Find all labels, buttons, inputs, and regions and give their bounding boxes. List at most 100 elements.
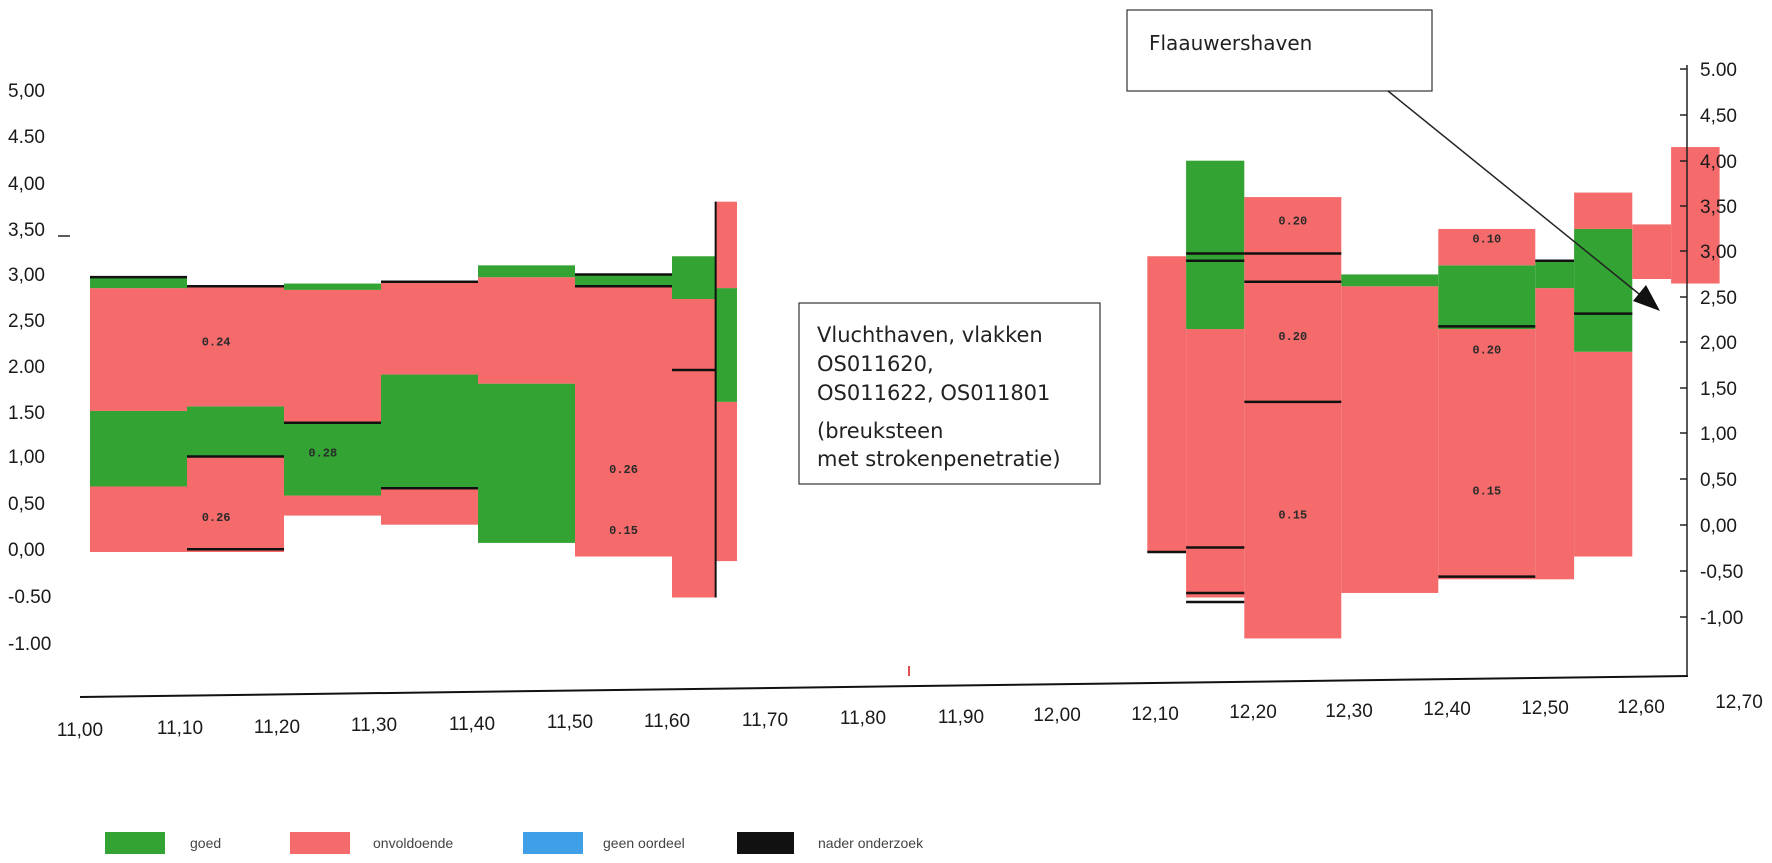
- bar-segment-onvoldoende: [1147, 256, 1187, 552]
- bar-segment-onvoldoende: [1671, 147, 1720, 284]
- y-tick-label-left: 2,50: [8, 311, 45, 332]
- bar-segment-goed: [381, 374, 478, 489]
- y-tick-label-right: 4,50: [1700, 106, 1737, 127]
- y-tick-label-right: 1,00: [1700, 424, 1737, 445]
- bar-segment-onvoldoende: [90, 486, 187, 552]
- bar-segment-onvoldoende: [1438, 329, 1536, 580]
- value-label: 0.20: [1278, 214, 1307, 228]
- x-tick-label: 11,30: [351, 715, 397, 736]
- y-tick-label-left: 0,00: [8, 540, 45, 561]
- bar-segment-onvoldoende: [1186, 329, 1245, 598]
- value-label: 0.26: [609, 463, 638, 477]
- y-tick-label-left: 1,00: [8, 447, 45, 468]
- x-axis-line: [79, 675, 1689, 698]
- bar-segment-goed: [1574, 228, 1633, 352]
- right-axis-ticks: [1680, 68, 1687, 618]
- x-tick-label: 12,60: [1617, 697, 1665, 718]
- flaauwershaven-arrow-line: [1387, 90, 1645, 299]
- vluchthaven-line-1: Vluchthaven, vlakken: [817, 323, 1043, 347]
- legend-swatch-nader-onderzoek: [737, 832, 794, 854]
- x-tick-label: 11,00: [57, 720, 103, 741]
- right-y-tick-labels: 5.00 4,50 4,00 3,50 3,00 2,50 2,00 1,50 1,00 0,50…: [1700, 60, 1743, 629]
- x-tick-label: 11,50: [547, 712, 593, 733]
- y-tick-label-right: 3,50: [1700, 197, 1737, 218]
- bar-segment-onvoldoende: [1574, 351, 1633, 557]
- legend-label: geen oordeel: [603, 835, 685, 851]
- bar-segment-onvoldoende: [1341, 286, 1439, 593]
- bar-segment-onvoldoende: [478, 277, 575, 384]
- bar-segment-goed: [715, 288, 737, 402]
- legend-label: goed: [190, 835, 221, 851]
- legend-swatch-onvoldoende: [290, 832, 350, 854]
- y-tick-label-right: 2,50: [1700, 288, 1737, 309]
- x-tick-label: 12,30: [1325, 701, 1373, 722]
- x-tick-label: 12,70: [1715, 692, 1763, 713]
- vluchthaven-line-3: OS011622, OS011801: [817, 381, 1050, 405]
- x-tick-label: 11,80: [840, 708, 886, 729]
- bar-segment-goed: [284, 422, 381, 496]
- bar-segment-goed: [478, 383, 575, 543]
- bar-segment-onvoldoende: [1244, 197, 1342, 639]
- x-tick-label: 12,00: [1033, 705, 1081, 726]
- flaauwershaven-box: [1126, 9, 1433, 92]
- bar-segment-onvoldoende: [1632, 224, 1672, 279]
- vluchthaven-line-5: met strokenpenetratie): [817, 447, 1061, 471]
- legend-swatch-geen-oordeel: [523, 832, 583, 854]
- x-tick-label: 11,40: [449, 714, 495, 735]
- vluchthaven-annotation: Vluchthaven, vlakken OS011620, OS011622,…: [798, 302, 1101, 485]
- y-tick-label-right: -1,00: [1700, 608, 1743, 629]
- y-tick-label-left: 1.50: [8, 403, 45, 424]
- x-tick-label: 11,20: [254, 717, 300, 738]
- bar-segment-goed: [1535, 260, 1575, 289]
- bar-segment-goed: [478, 265, 575, 278]
- flaauwershaven-label: Flaauwershaven: [1149, 31, 1312, 55]
- y-tick-label-right: -0,50: [1700, 562, 1743, 583]
- y-tick-label-left: 5,00: [8, 81, 45, 102]
- x-tick-label: 12,10: [1131, 704, 1179, 725]
- bar-segment-onvoldoende: [381, 281, 478, 375]
- y-tick-label-left: 0,50: [8, 494, 45, 515]
- vluchthaven-line-2: OS011620,: [817, 352, 934, 376]
- x-tick-label: 12,40: [1423, 699, 1471, 720]
- value-label: 0.15: [609, 524, 638, 538]
- y-tick-label-right: 0,50: [1700, 470, 1737, 491]
- y-tick-label-left: -1.00: [8, 634, 51, 655]
- x-tick-label: 11,10: [157, 718, 203, 739]
- bar-segment-onvoldoende: [90, 288, 187, 411]
- bar-segment-onvoldoende: [1535, 288, 1575, 580]
- y-tick-label-right: 4,00: [1700, 152, 1737, 173]
- flaauwershaven-annotation: Flaauwershaven: [1126, 9, 1660, 311]
- y-tick-label-left: 2.00: [8, 357, 45, 378]
- bar-segment-goed: [1438, 265, 1536, 330]
- bar-segment-goed: [575, 274, 672, 287]
- bar-segment-goed: [1186, 160, 1245, 330]
- left-y-tick-labels: 5,00 4.50 4,00 3,50 3,00 2,50 2.00 1.50 1,00 0,50…: [8, 81, 51, 655]
- x-tick-label: 12,20: [1229, 702, 1277, 723]
- flaauwershaven-arrow-head: [1633, 285, 1660, 311]
- bar-segment-onvoldoende: [187, 456, 284, 552]
- y-tick-label-left: 3,50: [8, 220, 45, 241]
- bar-segment-onvoldoende: [1438, 228, 1536, 266]
- y-tick-label-left: 3,00: [8, 265, 45, 286]
- bar-segment-goed: [1341, 274, 1439, 287]
- bar-segment-onvoldoende: [672, 299, 716, 598]
- bar-segment-onvoldoende: [575, 286, 672, 557]
- bar-segment-goed: [284, 283, 381, 290]
- y-tick-label-right: 1,50: [1700, 379, 1737, 400]
- x-tick-labels: 11,00 11,10 11,20 11,30 11,40 11,50 11,60 11,70…: [57, 692, 1763, 741]
- y-tick-label-right: 2,00: [1700, 333, 1737, 354]
- legend-swatch-goed: [105, 832, 165, 854]
- vluchthaven-box: [798, 302, 1101, 485]
- bar-segment-goed: [672, 256, 716, 300]
- value-label: 0.20: [1278, 330, 1307, 344]
- x-tick-label: 11,60: [644, 711, 690, 732]
- bar-segment-goed: [187, 406, 284, 457]
- legend: goed onvoldoende geen oordeel nader onderzo…: [105, 832, 924, 854]
- bar-segment-goed: [90, 410, 187, 487]
- x-tick-label: 12,50: [1521, 698, 1569, 719]
- bar-segment-onvoldoende: [284, 495, 381, 516]
- y-tick-label-right: 3,00: [1700, 242, 1737, 263]
- x-tick-label: 11,90: [938, 707, 984, 728]
- bar-segment-onvoldoende: [1574, 192, 1633, 229]
